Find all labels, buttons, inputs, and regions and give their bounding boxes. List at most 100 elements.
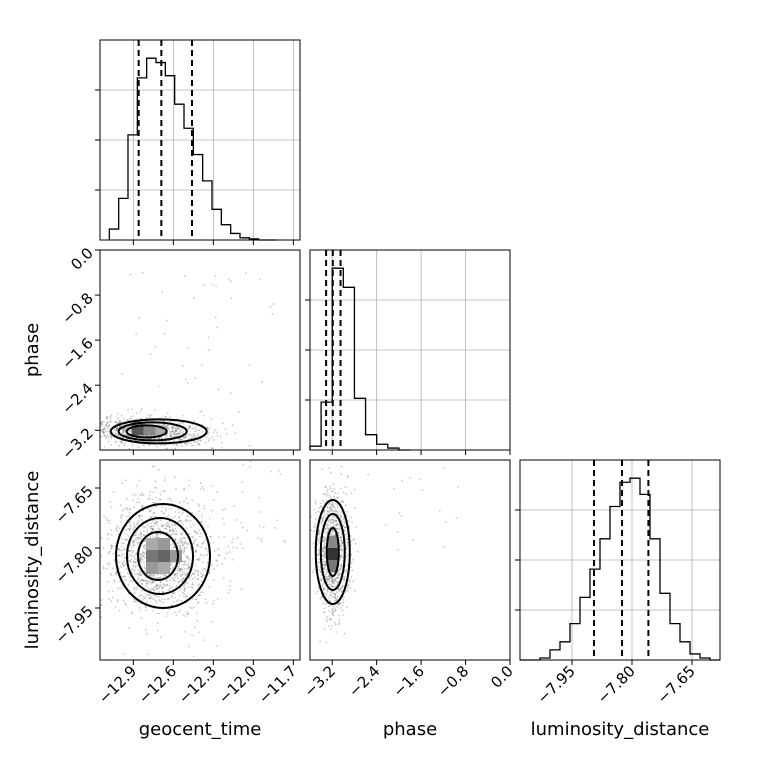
scatter-point: [172, 600, 175, 603]
scatter-point: [173, 427, 176, 429]
scatter-point: [183, 550, 186, 553]
scatter-point: [334, 580, 337, 583]
scatter-point: [115, 428, 118, 431]
scatter-point: [140, 554, 143, 556]
scatter-point: [192, 427, 195, 430]
scatter-point: [185, 542, 188, 545]
scatter-point: [118, 568, 121, 570]
scatter-point: [198, 558, 201, 561]
scatter-point: [328, 610, 331, 613]
scatter-point: [149, 527, 152, 530]
scatter-point: [140, 561, 143, 563]
scatter-point: [187, 562, 190, 564]
scatter-point: [331, 530, 334, 533]
scatter-point: [135, 412, 138, 414]
scatter-point: [163, 332, 166, 335]
scatter-point: [442, 466, 445, 469]
scatter-point: [438, 509, 441, 512]
scatter-point: [313, 525, 316, 528]
density-cell: [146, 550, 158, 562]
scatter-point: [200, 488, 202, 490]
scatter-point: [338, 622, 341, 624]
scatter-point: [119, 420, 122, 422]
scatter-point: [352, 558, 355, 561]
scatter-point: [313, 508, 316, 511]
scatter-point: [178, 432, 181, 435]
scatter-point: [118, 554, 121, 557]
scatter-point: [123, 444, 126, 447]
scatter-point: [160, 491, 163, 494]
xlabel-luminosity-distance: luminosity_distance: [531, 719, 710, 740]
scatter-point: [323, 544, 326, 546]
scatter-point: [80, 424, 82, 426]
scatter-point: [164, 583, 167, 586]
scatter-point: [186, 543, 189, 546]
scatter-point: [331, 577, 334, 580]
scatter-point: [326, 590, 329, 593]
scatter-point: [196, 558, 199, 561]
scatter-point: [175, 584, 178, 587]
scatter-point: [134, 525, 137, 528]
scatter-point: [324, 528, 327, 531]
scatter-point: [340, 587, 342, 590]
scatter-point: [323, 537, 326, 539]
scatter-point: [178, 565, 180, 568]
scatter-point: [162, 397, 164, 399]
scatter-point: [209, 535, 212, 538]
scatter-point: [335, 577, 338, 579]
scatter-point: [318, 558, 321, 560]
scatter-point: [351, 521, 354, 524]
scatter-point: [154, 522, 156, 525]
scatter-point: [180, 575, 182, 578]
scatter-point: [120, 549, 122, 552]
scatter-point: [178, 570, 181, 573]
scatter-point: [347, 544, 349, 547]
scatter-point: [341, 500, 344, 502]
scatter-point: [194, 549, 197, 552]
scatter-point: [191, 581, 194, 584]
scatter-point: [172, 431, 174, 433]
scatter-point: [330, 487, 332, 490]
scatter-point: [183, 424, 185, 427]
scatter-point: [188, 577, 191, 580]
scatter-point: [197, 442, 200, 445]
scatter-point: [346, 475, 349, 478]
scatter-point: [106, 417, 109, 420]
scatter-point: [128, 515, 131, 518]
scatter-point: [326, 577, 329, 580]
scatter-point: [192, 523, 195, 526]
scatter-point: [207, 431, 210, 434]
scatter-point: [198, 429, 201, 432]
scatter-point: [184, 573, 187, 576]
scatter-point: [134, 591, 137, 594]
scatter-point: [342, 598, 345, 601]
scatter-point: [138, 515, 141, 518]
scatter-point: [148, 494, 151, 497]
scatter-point: [110, 437, 113, 439]
scatter-point: [199, 482, 202, 484]
scatter-point: [102, 429, 105, 431]
scatter-point: [329, 496, 332, 499]
scatter-point: [123, 560, 125, 563]
scatter-point: [136, 585, 138, 588]
scatter-point: [95, 439, 97, 441]
scatter-point: [175, 573, 177, 575]
scatter-point: [248, 364, 251, 367]
scatter-point: [91, 417, 93, 419]
scatter-point: [332, 585, 334, 588]
scatter-point: [158, 587, 160, 589]
scatter-point: [115, 528, 117, 531]
scatter-point: [336, 496, 339, 499]
scatter-point: [184, 630, 187, 633]
scatter-point: [155, 600, 158, 602]
scatter-point: [340, 539, 343, 542]
scatter-point: [186, 415, 188, 417]
scatter-point: [108, 551, 111, 554]
scatter-point: [119, 440, 122, 443]
scatter-point: [146, 581, 149, 584]
density-cell: [155, 425, 168, 436]
scatter-point: [197, 432, 199, 435]
scatter-point: [183, 563, 186, 566]
scatter-point: [341, 604, 344, 607]
scatter-point: [131, 611, 133, 614]
